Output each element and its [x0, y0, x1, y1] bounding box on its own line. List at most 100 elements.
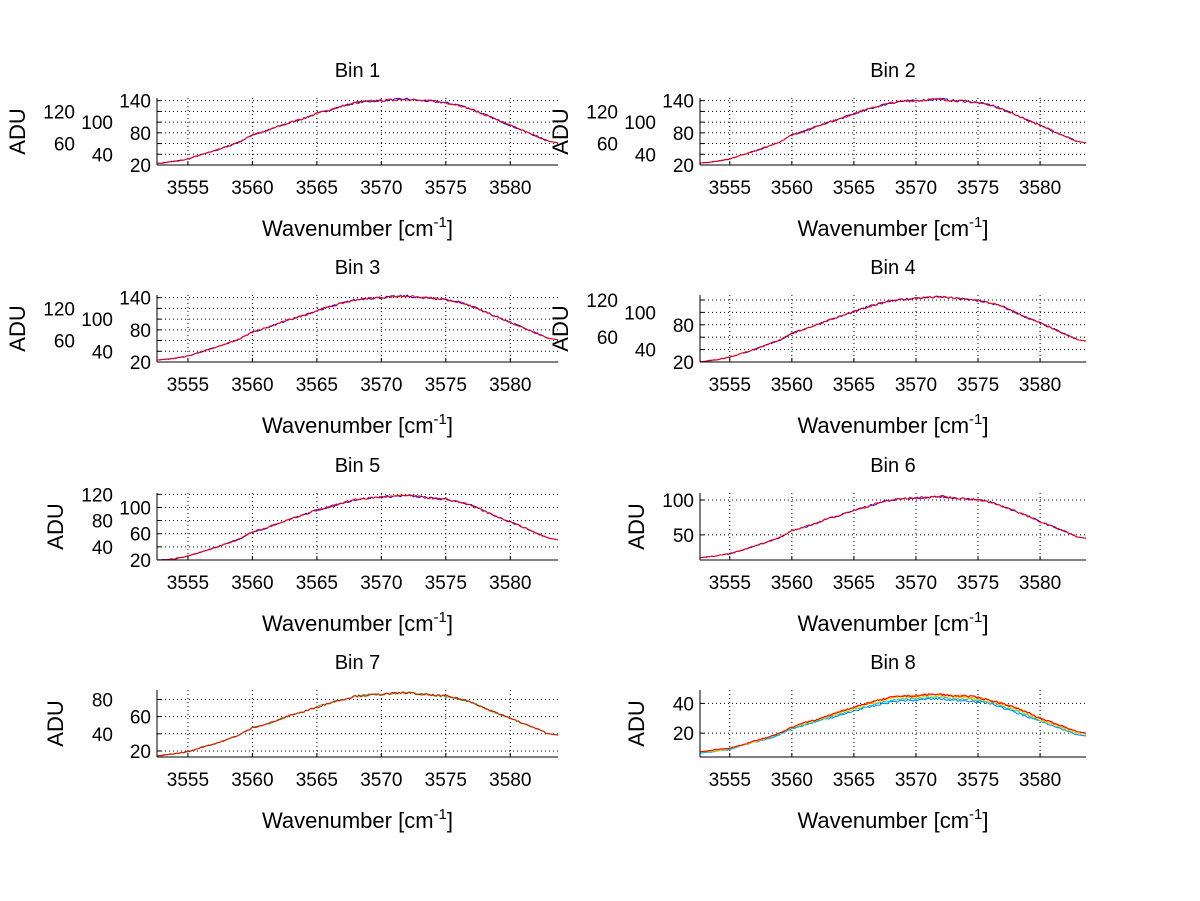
x-tick-label: 3560 — [771, 573, 813, 594]
x-tick-label: 3575 — [957, 770, 999, 791]
y-tick-label: 40 — [673, 694, 694, 715]
x-axis-label-text: Wavenumber [cm — [262, 611, 434, 636]
y-tick-label: 20 — [673, 156, 694, 177]
x-axis-label-superscript: -1 — [434, 806, 447, 823]
x-axis-label: Wavenumber [cm-1] — [797, 214, 988, 241]
x-tick-label: 3570 — [360, 770, 402, 791]
y-tick-label: 140 — [119, 289, 151, 310]
y-tick-label: 80 — [130, 321, 151, 342]
series-line-2 — [156, 494, 559, 561]
x-tick-label: 3570 — [360, 375, 402, 396]
series-line-1 — [699, 97, 1087, 164]
x-axis-label: Wavenumber [cm-1] — [797, 806, 988, 833]
y-tick-label: 100 — [81, 310, 113, 331]
y-tick-label: 140 — [119, 92, 151, 113]
y-tick-label: 80 — [130, 124, 151, 145]
y-tick-label: 80 — [673, 124, 694, 145]
subplot-6: 3555 3560 3565 3570 3575 3580 50 100 Bin 6 ADU Wav… — [624, 455, 1087, 636]
y-tick-label: 100 — [81, 113, 113, 134]
y-tick-label: 40 — [92, 538, 113, 559]
subplot-5: 3555 3560 3565 3570 3575 3580 20 40 60 80 100 120 Bi… — [43, 455, 559, 636]
subplot-title: Bin 2 — [870, 60, 916, 82]
series-line-1 — [156, 97, 559, 164]
x-tick-label: 3580 — [489, 573, 531, 594]
series-line-1 — [699, 495, 1087, 559]
x-axis-label-text: Wavenumber [cm — [262, 413, 434, 438]
y-tick-label: 40 — [92, 725, 113, 746]
y-tick-label: 80 — [92, 690, 113, 711]
x-axis-label-superscript: -1 — [969, 411, 982, 428]
y-axis-label: ADU — [548, 108, 573, 154]
x-axis-label-end: ] — [447, 611, 453, 636]
y-tick-label: 20 — [130, 742, 151, 763]
subplot-1: 3555 3560 3565 3570 3575 3580 20 40 60 80 100 120 14… — [5, 60, 559, 241]
x-tick-label: 3570 — [895, 573, 937, 594]
x-tick-label: 3565 — [296, 375, 338, 396]
x-tick-label: 3555 — [709, 375, 751, 396]
x-tick-label: 3555 — [167, 178, 209, 199]
y-tick-label: 50 — [673, 526, 694, 547]
x-tick-label: 3575 — [425, 178, 467, 199]
y-tick-label: 40 — [635, 341, 656, 362]
series-line-1 — [700, 295, 1087, 363]
y-tick-label: 120 — [81, 485, 113, 506]
subplot-4: 3555 3560 3565 3570 3575 3580 20 40 60 80 100 120 Bi… — [548, 257, 1087, 438]
y-tick-label: 120 — [586, 291, 618, 312]
subplot-title: Bin 4 — [870, 257, 916, 279]
x-axis-label-end: ] — [982, 413, 988, 438]
x-tick-label: 3560 — [771, 375, 813, 396]
subplot-title: Bin 5 — [335, 455, 381, 477]
x-axis-label-superscript: -1 — [434, 411, 447, 428]
y-tick-label: 20 — [130, 353, 151, 374]
y-axis-label: ADU — [624, 503, 649, 549]
x-tick-label: 3570 — [895, 178, 937, 199]
y-tick-label: 100 — [624, 113, 656, 134]
series-line-1 — [157, 691, 559, 757]
y-tick-label: 100 — [119, 498, 151, 519]
subplot-title: Bin 7 — [335, 652, 381, 674]
y-tick-label: 100 — [624, 303, 656, 324]
y-tick-label: 120 — [43, 102, 75, 123]
subplot-title: Bin 3 — [335, 257, 381, 279]
x-axis-label-text: Wavenumber [cm — [262, 808, 434, 833]
y-axis-label: ADU — [548, 305, 573, 351]
x-tick-label: 3580 — [489, 178, 531, 199]
series-line-2 — [156, 295, 559, 361]
series-line-2 — [699, 695, 1087, 754]
y-tick-label: 20 — [673, 724, 694, 745]
x-tick-label: 3560 — [231, 178, 273, 199]
x-tick-label: 3575 — [957, 573, 999, 594]
series-line-1 — [156, 494, 559, 561]
x-axis-label-end: ] — [447, 808, 453, 833]
subplot-title: Bin 6 — [870, 455, 916, 477]
x-axis-label-end: ] — [447, 413, 453, 438]
series-line-5 — [699, 693, 1087, 753]
y-tick-label: 20 — [130, 156, 151, 177]
y-tick-label: 40 — [635, 145, 656, 166]
x-axis-label: Wavenumber [cm-1] — [262, 411, 453, 438]
x-axis-label-text: Wavenumber [cm — [797, 216, 969, 241]
x-axis-label-text: Wavenumber [cm — [262, 216, 434, 241]
x-axis-label-superscript: -1 — [434, 214, 447, 231]
x-tick-label: 3560 — [771, 178, 813, 199]
subplot-7: 3555 3560 3565 3570 3575 3580 20 40 60 80 Bin 7 ADU… — [43, 652, 559, 833]
x-axis-label-superscript: -1 — [434, 609, 447, 626]
x-tick-label: 3580 — [489, 770, 531, 791]
x-axis-label-end: ] — [982, 611, 988, 636]
y-tick-label: 80 — [92, 512, 113, 533]
x-axis-label-end: ] — [447, 216, 453, 241]
x-tick-label: 3580 — [1019, 770, 1061, 791]
x-tick-label: 3560 — [231, 573, 273, 594]
y-tick-label: 40 — [92, 342, 113, 363]
x-tick-label: 3555 — [167, 573, 209, 594]
x-tick-label: 3555 — [167, 770, 209, 791]
subplot-title: Bin 1 — [335, 60, 381, 82]
x-axis-label: Wavenumber [cm-1] — [262, 214, 453, 241]
x-tick-label: 3570 — [360, 178, 402, 199]
x-tick-label: 3570 — [360, 573, 402, 594]
y-axis-label: ADU — [624, 700, 649, 746]
x-tick-label: 3565 — [833, 573, 875, 594]
y-tick-label: 20 — [673, 353, 694, 374]
y-axis-label: ADU — [5, 305, 30, 351]
